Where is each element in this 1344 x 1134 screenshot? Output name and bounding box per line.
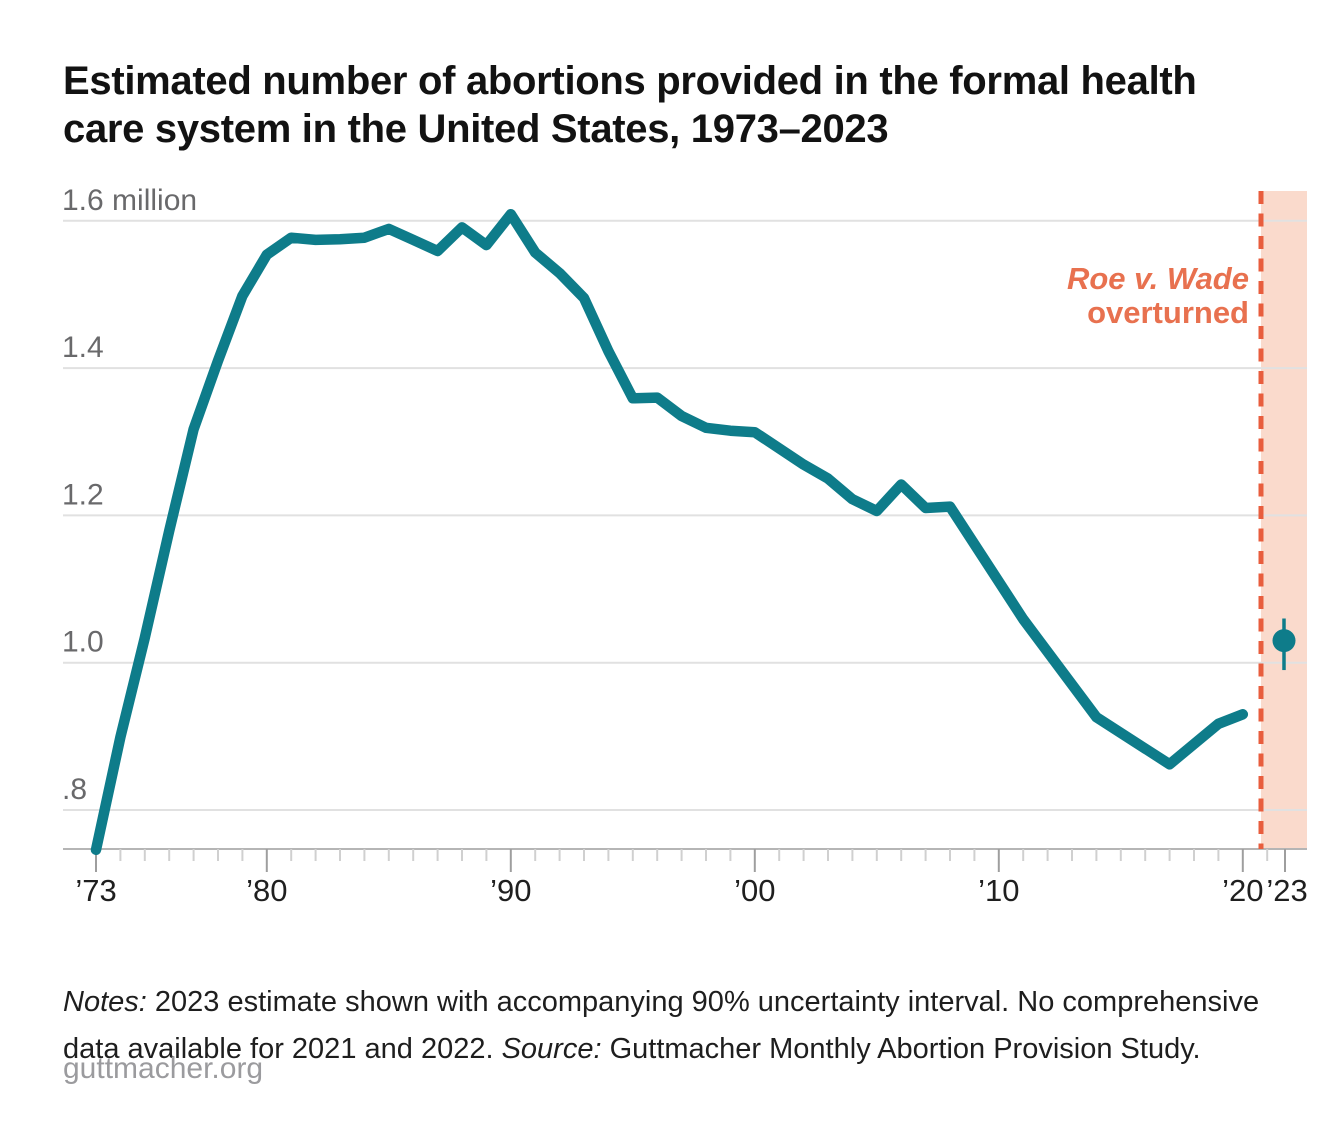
y-axis-label: 1.6 million xyxy=(62,184,197,217)
x-axis-label: ’73 xyxy=(75,873,116,908)
y-axis-label: 1.0 xyxy=(62,626,104,659)
y-axis-label: .8 xyxy=(62,773,87,806)
notes-text: 2023 estimate shown with accompanying 90… xyxy=(63,986,1260,1065)
source-text: Guttmacher Monthly Abortion Provision St… xyxy=(601,1033,1201,1065)
x-axis-label: ’20 xyxy=(1222,873,1263,908)
x-axis-label: ’90 xyxy=(490,873,531,908)
x-axis-label: ’80 xyxy=(246,873,287,908)
guttmacher-wordmark: guttmacher.org xyxy=(63,1052,264,1085)
estimate-2023-dot xyxy=(1272,629,1296,653)
y-axis-label: 1.4 xyxy=(62,331,104,364)
chart-notes: Notes: 2023 estimate shown with accompan… xyxy=(63,979,1313,1073)
roe-v-wade-annotation: Roe v. Wade overturned xyxy=(1067,262,1249,330)
y-axis-label: 1.2 xyxy=(62,478,104,511)
roe-annotation-line2: overturned xyxy=(1087,295,1249,330)
source-label: Source: xyxy=(501,1033,602,1065)
x-axis-label: ’10 xyxy=(978,873,1019,908)
roe-annotation-line1: Roe v. Wade xyxy=(1066,261,1249,296)
no-data-shaded-region xyxy=(1261,191,1307,849)
notes-label: Notes: xyxy=(63,986,147,1018)
x-axis-label: ’00 xyxy=(734,873,775,908)
chart-title: Estimated number of abortions provided i… xyxy=(63,58,1197,151)
x-axis-label: ’23 xyxy=(1266,873,1307,908)
trend-line xyxy=(90,208,1249,856)
